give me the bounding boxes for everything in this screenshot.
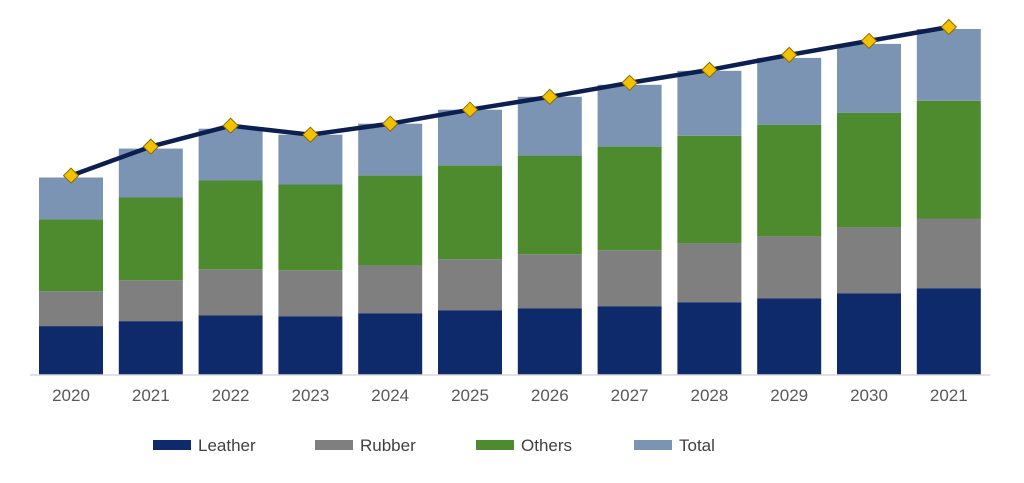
bar-leather-1 <box>118 321 183 375</box>
legend-item-total: Total <box>634 436 715 455</box>
bar-rubber-5 <box>438 259 502 311</box>
bar-total-3 <box>278 134 343 185</box>
bar-rubber-2 <box>198 269 263 316</box>
bar-rubber-7 <box>597 250 662 307</box>
x-tick-label-7: 2027 <box>611 386 649 405</box>
bar-leather-8 <box>677 302 742 375</box>
x-tick-label-5: 2025 <box>451 386 489 405</box>
legend-swatch-others <box>476 440 514 450</box>
bar-rubber-6 <box>517 254 582 309</box>
legend: Leather Rubber Others Total <box>153 436 715 455</box>
bar-leather-3 <box>278 316 343 375</box>
legend-label-total: Total <box>679 436 715 455</box>
bar-others-8 <box>677 135 742 244</box>
bar-leather-9 <box>757 298 822 375</box>
bar-others-4 <box>358 175 423 266</box>
x-tick-label-2: 2022 <box>212 386 250 405</box>
bar-total-2 <box>198 128 263 181</box>
bar-others-0 <box>39 219 103 292</box>
bar-total-10 <box>837 43 901 113</box>
trend-marker-10 <box>860 32 878 50</box>
bar-rubber-8 <box>677 243 742 303</box>
legend-swatch-rubber <box>315 440 353 450</box>
trend-marker-3 <box>302 126 319 143</box>
bar-leather-4 <box>358 313 423 375</box>
bar-leather-5 <box>438 310 502 375</box>
bar-total-9 <box>757 57 822 125</box>
legend-swatch-leather <box>153 440 191 450</box>
trend-line-layer <box>62 18 958 184</box>
x-tick-label-0: 2020 <box>52 386 90 405</box>
bars-layer <box>39 29 981 375</box>
bar-others-6 <box>517 155 582 255</box>
legend-label-others: Others <box>521 436 572 455</box>
trend-marker-0 <box>62 167 80 184</box>
trend-marker-11 <box>940 18 958 36</box>
bar-total-8 <box>677 70 742 136</box>
bar-total-0 <box>39 177 103 220</box>
bar-total-11 <box>916 29 981 101</box>
bar-leather-2 <box>198 315 263 375</box>
x-tick-label-4: 2024 <box>371 386 409 405</box>
bar-total-5 <box>438 109 502 166</box>
trend-marker-7 <box>621 74 638 92</box>
x-tick-label-10: 2030 <box>850 386 888 405</box>
bar-total-1 <box>118 148 183 198</box>
trend-marker-6 <box>541 88 559 106</box>
legend-label-leather: Leather <box>198 436 256 455</box>
bar-others-7 <box>597 146 662 251</box>
bar-total-6 <box>517 96 582 156</box>
bar-rubber-9 <box>757 236 822 299</box>
bar-leather-7 <box>597 306 662 375</box>
bar-leather-11 <box>916 288 981 375</box>
legend-item-leather: Leather <box>153 436 256 455</box>
bar-others-9 <box>757 124 822 237</box>
legend-item-others: Others <box>476 436 572 455</box>
bar-rubber-1 <box>118 280 183 322</box>
bar-others-5 <box>438 165 502 260</box>
bar-rubber-4 <box>358 265 423 314</box>
trend-marker-9 <box>780 46 798 64</box>
bar-others-1 <box>118 197 183 281</box>
x-tick-label-6: 2026 <box>531 386 569 405</box>
x-tick-label-1: 2021 <box>132 386 170 405</box>
trend-marker-4 <box>381 115 399 132</box>
trend-marker-2 <box>222 117 239 134</box>
x-tick-label-8: 2028 <box>690 386 728 405</box>
bar-others-11 <box>916 100 981 219</box>
legend-label-rubber: Rubber <box>360 436 416 455</box>
trend-marker-5 <box>461 101 479 118</box>
legend-swatch-total <box>634 440 672 450</box>
trend-marker-1 <box>142 138 160 155</box>
bar-total-7 <box>597 84 662 147</box>
bar-rubber-3 <box>278 270 343 317</box>
bar-rubber-10 <box>837 227 901 294</box>
bar-others-10 <box>837 112 901 228</box>
x-tick-labels: 2020 2021 2022 2023 2024 2025 2026 2027 2028 2029… <box>52 386 968 405</box>
bar-others-2 <box>198 180 263 270</box>
bar-rubber-0 <box>39 291 103 327</box>
x-tick-label-11: 2021 <box>930 386 968 405</box>
x-tick-label-3: 2023 <box>291 386 329 405</box>
bar-leather-0 <box>39 326 103 375</box>
bar-total-4 <box>358 123 423 176</box>
x-tick-label-9: 2029 <box>770 386 808 405</box>
bar-leather-10 <box>837 293 901 375</box>
bar-rubber-11 <box>916 218 981 289</box>
trend-line <box>70 24 950 178</box>
legend-item-rubber: Rubber <box>315 436 416 455</box>
trend-marker-8 <box>701 61 718 79</box>
bar-others-3 <box>278 184 343 271</box>
bar-leather-6 <box>517 308 582 375</box>
